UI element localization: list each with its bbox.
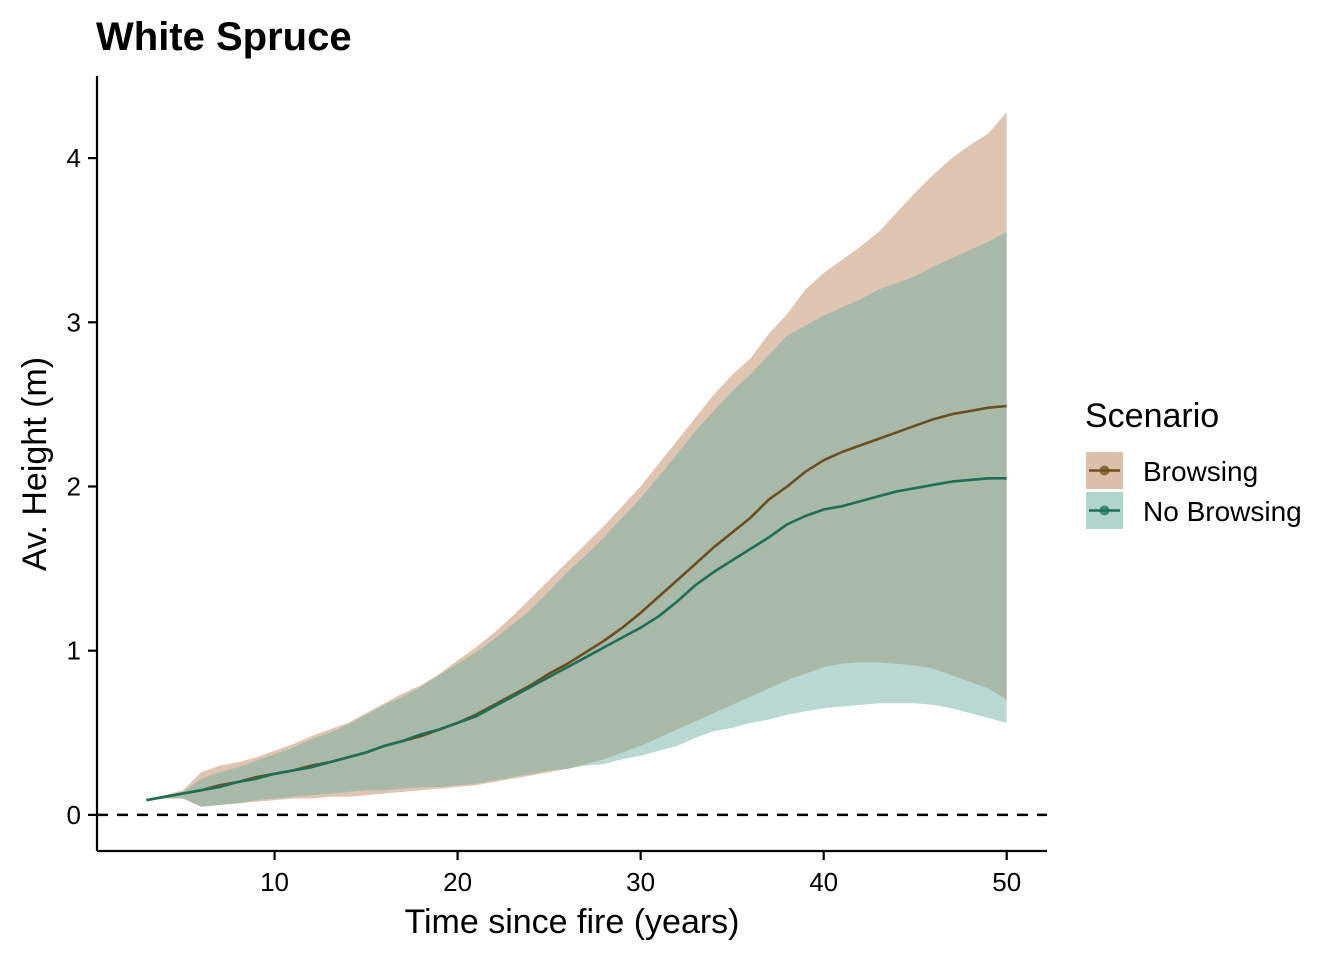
x-tick-label: 30: [626, 867, 655, 897]
legend-point-key: [1099, 505, 1110, 516]
legend-label: Browsing: [1143, 456, 1258, 487]
x-axis-ticks: 10 20 30 40 50: [260, 851, 1021, 897]
legend-point-key: [1099, 465, 1110, 476]
x-tick-label: 50: [992, 867, 1021, 897]
ribbons: [146, 112, 1007, 807]
no-browsing-mean-line: [146, 476, 1007, 802]
legend-item-browsing: Browsing: [1086, 452, 1258, 489]
legend-items: Browsing No Browsing: [1086, 452, 1302, 529]
chart-title: White Spruce: [96, 15, 352, 59]
series-lines: [146, 404, 1007, 802]
x-tick-label: 20: [443, 867, 472, 897]
plot-area: [97, 112, 1047, 817]
y-tick-label: 0: [67, 800, 81, 830]
legend-label: No Browsing: [1143, 496, 1302, 527]
no-browsing-ribbon: [146, 232, 1007, 807]
legend-item-no-browsing: No Browsing: [1086, 492, 1302, 529]
browsing-ribbon: [146, 112, 1007, 807]
y-tick-label: 4: [67, 143, 81, 173]
x-tick-label: 10: [260, 867, 289, 897]
x-tick-label: 40: [809, 867, 838, 897]
y-tick-label: 3: [67, 307, 81, 337]
x-axis-label: Time since fire (years): [404, 903, 739, 941]
axes: 10 20 30 40 50 0 1 2 3 4: [67, 76, 1047, 897]
legend-title: Scenario: [1085, 397, 1219, 435]
y-axis-label: Av. Height (m): [16, 357, 54, 571]
y-tick-label: 1: [67, 636, 81, 666]
legend: Scenario Browsing No Browsing: [1085, 397, 1302, 529]
y-tick-label: 2: [67, 471, 81, 501]
y-axis-ticks: 0 1 2 3 4: [67, 143, 97, 830]
